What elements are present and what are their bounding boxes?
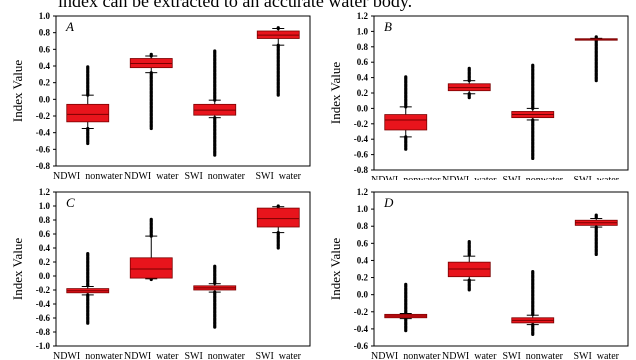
box-ndwi-nonwater — [66, 251, 110, 326]
y-tick-label: 0.2 — [357, 273, 369, 283]
x-category-label: NDWI_nonwater — [53, 171, 123, 180]
panel-label: A — [65, 19, 74, 34]
box-ndwi-water — [447, 66, 491, 100]
box-swi-nonwater — [193, 49, 237, 157]
box-ndwi-nonwater — [384, 282, 428, 333]
y-tick-label: 0.8 — [39, 215, 51, 225]
y-tick-label: 0.0 — [39, 94, 51, 104]
y-tick-label: -0.4 — [36, 128, 51, 138]
chart-a-svg: -0.8 -0.6 -0.4 -0.2 0.0 0.2 0.4 0.6 0.8 1.0 Index … — [10, 11, 311, 180]
y-tick-label: 0.4 — [39, 61, 51, 71]
panel-label: D — [383, 195, 394, 210]
x-category-label: NDWI_water — [124, 171, 179, 180]
y-tick-label: 1.0 — [39, 11, 51, 21]
x-category-label: SWI_nonwater — [502, 351, 563, 360]
y-tick-label: 1.2 — [357, 11, 369, 21]
box-ndwi-nonwater — [66, 65, 110, 146]
box-ndwi-water — [129, 52, 173, 131]
y-tick-label: 0.2 — [357, 88, 369, 98]
plot-frame — [373, 191, 629, 347]
x-category-label: NDWI_nonwater — [371, 175, 441, 180]
y-tick-label: 0.2 — [39, 78, 51, 88]
y-tick-label: 0.8 — [357, 221, 369, 231]
plot-frame — [55, 15, 311, 167]
box-swi-nonwater — [511, 269, 555, 337]
y-tick-label: 0.0 — [357, 103, 369, 113]
chart-panel-a: -0.8 -0.6 -0.4 -0.2 0.0 0.2 0.4 0.6 0.8 1.0 Index … — [0, 0, 318, 180]
x-category-label: NDWI_water — [124, 351, 179, 360]
y-tick-label: -0.6 — [36, 313, 51, 323]
iqr-box — [66, 103, 110, 123]
y-tick-label: 1.0 — [357, 204, 369, 214]
chart-panel-d: -0.6 -0.4 -0.2 0.0 0.2 0.4 0.6 0.8 1.0 1.2 Index V… — [318, 180, 636, 360]
y-tick-label: -0.2 — [354, 307, 369, 317]
y-tick-label: 0.0 — [357, 290, 369, 300]
chart-b-svg: -0.8 -0.6 -0.4 -0.2 0.0 0.2 0.4 0.6 0.8 1.0 1.2 Ind… — [328, 11, 629, 180]
y-tick-label: -0.4 — [354, 324, 369, 334]
y-tick-label: 0.6 — [39, 44, 51, 54]
y-tick-label: -0.6 — [354, 341, 369, 351]
y-axis-title: Index Value — [10, 238, 25, 300]
y-tick-label: 1.0 — [357, 26, 369, 36]
box-swi-nonwater — [511, 63, 555, 161]
box-ndwi-water — [129, 217, 173, 282]
chart-panel-b: -0.8 -0.6 -0.4 -0.2 0.0 0.2 0.4 0.6 0.8 1.0 1.2 Ind… — [318, 0, 636, 180]
iqr-box — [129, 257, 173, 279]
y-tick-label: -1.0 — [36, 341, 51, 351]
y-tick-label: -0.4 — [354, 134, 369, 144]
y-axis-title: Index Value — [10, 60, 25, 122]
y-tick-label: 1.2 — [357, 187, 369, 197]
x-category-label: SWI_nonwater — [502, 175, 563, 180]
iqr-box — [384, 114, 428, 131]
iqr-box — [256, 207, 300, 228]
x-category-label: SWI_water — [573, 351, 619, 360]
y-tick-label: 0.6 — [357, 57, 369, 67]
y-tick-label: 0.4 — [39, 243, 51, 253]
y-tick-label: 0.8 — [39, 28, 51, 38]
y-tick-label: 0.0 — [39, 271, 51, 281]
x-category-label: NDWI_nonwater — [371, 351, 441, 360]
y-tick-label: -0.6 — [354, 150, 369, 160]
box-swi-water — [256, 204, 300, 250]
y-tick-label: -0.2 — [354, 119, 369, 129]
x-category-label: NDWI_nonwater — [53, 351, 123, 360]
box-swi-water — [574, 213, 618, 257]
x-category-label: SWI_nonwater — [184, 351, 245, 360]
y-tick-label: 1.2 — [39, 187, 51, 197]
chart-panel-c: -1.0 -0.8 -0.6 -0.4 -0.2 0.0 0.2 0.4 0.6 0.8 1.0 1.… — [0, 180, 318, 360]
y-tick-label: -0.6 — [36, 144, 51, 154]
box-swi-water — [574, 35, 618, 83]
panel-label: C — [66, 195, 75, 210]
y-tick-label: 0.4 — [357, 255, 369, 265]
y-tick-label: 0.6 — [357, 238, 369, 248]
y-tick-label: 0.2 — [39, 257, 51, 267]
chart-c-svg: -1.0 -0.8 -0.6 -0.4 -0.2 0.0 0.2 0.4 0.6 0.8 1.0 1.… — [10, 187, 311, 360]
chart-d-svg: -0.6 -0.4 -0.2 0.0 0.2 0.4 0.6 0.8 1.0 1.2 Index V… — [328, 187, 629, 360]
x-category-label: SWI_nonwater — [184, 171, 245, 180]
y-axis-title: Index Value — [328, 238, 343, 300]
x-category-label: SWI_water — [255, 351, 301, 360]
figure-caption: index can be extracted to an accurate wa… — [58, 0, 413, 11]
y-tick-label: -0.4 — [36, 299, 51, 309]
y-axis-title: Index Value — [328, 62, 343, 124]
x-category-label: NDWI_water — [442, 175, 497, 180]
y-tick-label: -0.8 — [36, 161, 51, 171]
y-tick-label: -0.2 — [36, 285, 51, 295]
panel-label: B — [384, 19, 392, 34]
y-tick-label: -0.8 — [36, 327, 51, 337]
x-category-label: SWI_water — [573, 175, 619, 180]
y-tick-label: 0.8 — [357, 42, 369, 52]
box-swi-nonwater — [193, 264, 237, 329]
plot-frame — [55, 191, 311, 347]
x-category-label: SWI_water — [255, 171, 301, 180]
x-category-label: NDWI_water — [442, 351, 497, 360]
y-tick-label: 1.0 — [39, 201, 51, 211]
box-swi-water — [256, 26, 300, 97]
y-tick-label: 0.6 — [39, 229, 51, 239]
box-ndwi-water — [447, 240, 491, 292]
y-tick-label: -0.8 — [354, 165, 369, 175]
box-ndwi-nonwater — [384, 75, 428, 151]
y-tick-label: 0.4 — [357, 73, 369, 83]
y-tick-label: -0.2 — [36, 111, 51, 121]
